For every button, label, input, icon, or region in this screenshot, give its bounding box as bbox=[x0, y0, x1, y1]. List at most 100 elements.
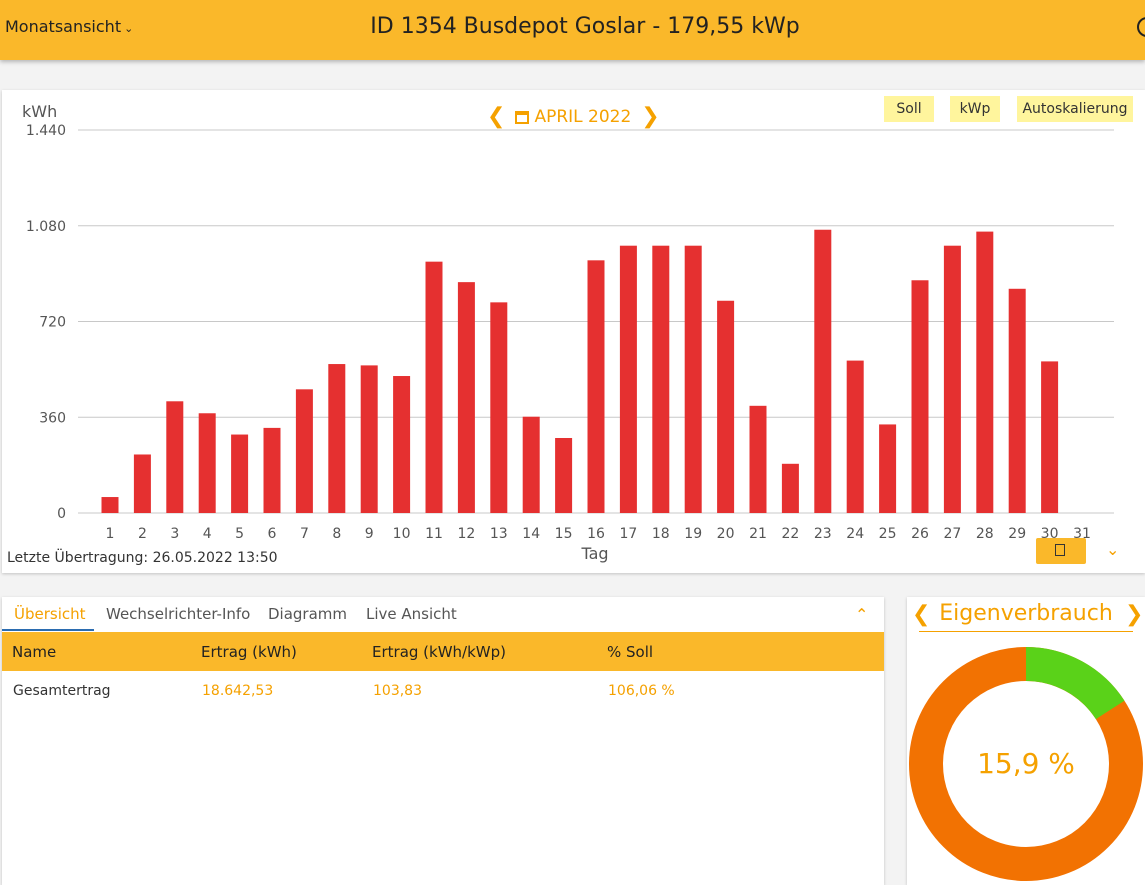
bar bbox=[393, 376, 411, 513]
bar bbox=[360, 365, 378, 513]
tab-wechselrichter-info[interactable]: Wechselrichter-Info bbox=[106, 605, 251, 623]
bar bbox=[457, 282, 475, 513]
column-header-ertrag[interactable]: Ertrag (kWh) bbox=[201, 643, 297, 661]
bar bbox=[749, 405, 767, 513]
eigenverbrauch-donut bbox=[909, 647, 1143, 881]
x-tick-label: 20 bbox=[717, 526, 735, 542]
bar bbox=[198, 413, 216, 513]
top-bar: Monatsansicht ⌄ ID 1354 Busdepot Goslar -… bbox=[0, 0, 1145, 60]
x-tick-label: 16 bbox=[587, 526, 605, 542]
x-tick-label: 6 bbox=[268, 526, 277, 542]
view-select-dropdown[interactable]: Monatsansicht ⌄ bbox=[5, 17, 133, 36]
bar bbox=[101, 497, 119, 513]
chevron-down-icon: ⌄ bbox=[124, 22, 134, 35]
y-tick-label: 0 bbox=[57, 506, 66, 522]
x-tick-label: 18 bbox=[652, 526, 670, 542]
bar bbox=[263, 427, 281, 513]
x-tick-label: 10 bbox=[393, 526, 411, 542]
bar bbox=[231, 434, 249, 513]
column-header-name[interactable]: Name bbox=[12, 643, 57, 661]
column-header-soll[interactable]: % Soll bbox=[607, 643, 654, 661]
x-tick-label: 17 bbox=[619, 526, 637, 542]
chevron-down-icon[interactable]: ⌄ bbox=[1106, 540, 1120, 559]
bar bbox=[1041, 361, 1059, 513]
x-tick-label: 11 bbox=[425, 526, 443, 542]
bar bbox=[846, 360, 864, 513]
bar bbox=[814, 229, 832, 514]
last-upload-text: Letzte Übertragung: 26.05.2022 13:50 bbox=[7, 550, 278, 566]
x-tick-label: 23 bbox=[814, 526, 832, 542]
page-title: ID 1354 Busdepot Goslar - 179,55 kWp bbox=[370, 14, 800, 39]
bar bbox=[652, 245, 670, 513]
x-tick-label: 28 bbox=[976, 526, 994, 542]
y-tick-label: 1.080 bbox=[26, 219, 66, 235]
bar bbox=[133, 454, 151, 513]
eigenverbrauch-value: 15,9 % bbox=[977, 747, 1075, 780]
x-tick-label: 5 bbox=[235, 526, 244, 542]
pdf-icon bbox=[1055, 544, 1065, 556]
overview-card: Übersicht Wechselrichter-Info Diagramm L… bbox=[2, 597, 884, 885]
bar bbox=[943, 245, 961, 513]
cell-soll: 106,06 % bbox=[608, 683, 675, 699]
next-widget-button[interactable]: ❯ bbox=[1125, 602, 1144, 627]
x-axis-label: Tag bbox=[580, 544, 608, 563]
title-underline bbox=[919, 631, 1133, 632]
x-tick-label: 29 bbox=[1008, 526, 1026, 542]
tab-diagramm[interactable]: Diagramm bbox=[268, 605, 348, 623]
chart-card: 0 360 720 1.080 1.440 kWh Tag 1 2 3 4 5 6 7 8 9 10 11 12 13… bbox=[2, 90, 1145, 573]
x-tick-label: 24 bbox=[846, 526, 864, 542]
bar bbox=[684, 245, 702, 513]
x-tick-label: 4 bbox=[203, 526, 212, 542]
soll-button[interactable]: Soll bbox=[884, 96, 934, 122]
bar bbox=[717, 300, 735, 513]
y-axis-label: kWh bbox=[22, 102, 57, 121]
bar bbox=[911, 280, 929, 513]
x-tick-label: 14 bbox=[522, 526, 540, 542]
bar bbox=[1008, 288, 1026, 513]
tab-uebersicht[interactable]: Übersicht bbox=[14, 605, 86, 623]
prev-month-button[interactable]: ❮ bbox=[487, 104, 506, 129]
donut-self-segment bbox=[909, 647, 1143, 881]
bar bbox=[490, 302, 508, 513]
month-label[interactable]: APRIL 2022 bbox=[534, 106, 632, 127]
column-header-ertrag-kwp[interactable]: Ertrag (kWh/kWp) bbox=[372, 643, 506, 661]
pdf-export-button[interactable] bbox=[1036, 538, 1086, 564]
x-tick-label: 13 bbox=[490, 526, 508, 542]
view-select-label: Monatsansicht bbox=[5, 17, 122, 36]
x-tick-label: 2 bbox=[138, 526, 147, 542]
table-header: Name Ertrag (kWh) Ertrag (kWh/kWp) % Sol… bbox=[2, 632, 884, 671]
bar bbox=[976, 231, 994, 514]
cell-ertrag: 18.642,53 bbox=[202, 683, 274, 699]
cell-name: Gesamtertrag bbox=[13, 683, 111, 699]
bar bbox=[328, 364, 346, 513]
calendar-icon[interactable] bbox=[515, 111, 530, 124]
y-tick-label: 1.440 bbox=[26, 123, 66, 139]
x-tick-label: 1 bbox=[106, 526, 115, 542]
kwp-button[interactable]: kWp bbox=[950, 96, 1000, 122]
tab-live-ansicht[interactable]: Live Ansicht bbox=[366, 605, 457, 623]
bar bbox=[879, 424, 897, 513]
x-tick-label: 26 bbox=[911, 526, 929, 542]
bar bbox=[587, 260, 605, 513]
x-tick-label: 27 bbox=[943, 526, 961, 542]
y-tick-label: 360 bbox=[39, 410, 66, 426]
eigenverbrauch-card: ❮ Eigenverbrauch ❯ 15,9 % bbox=[907, 597, 1145, 885]
x-tick-label: 9 bbox=[365, 526, 374, 542]
x-tick-label: 15 bbox=[555, 526, 573, 542]
active-tab-indicator bbox=[2, 629, 94, 631]
eigenverbrauch-title: Eigenverbrauch bbox=[939, 601, 1113, 626]
next-month-button[interactable]: ❯ bbox=[641, 104, 660, 129]
x-tick-label: 19 bbox=[684, 526, 702, 542]
chevron-up-icon[interactable]: ⌃ bbox=[855, 605, 869, 624]
x-tick-label: 25 bbox=[879, 526, 897, 542]
bar bbox=[166, 401, 184, 513]
prev-widget-button[interactable]: ❮ bbox=[912, 602, 931, 627]
tab-bar: Übersicht Wechselrichter-Info Diagramm L… bbox=[2, 597, 884, 632]
x-tick-label: 7 bbox=[300, 526, 309, 542]
bar bbox=[522, 416, 540, 513]
x-tick-label: 21 bbox=[749, 526, 767, 542]
x-tick-label: 12 bbox=[457, 526, 475, 542]
x-tick-label: 3 bbox=[170, 526, 179, 542]
autoscale-button[interactable]: Autoskalierung bbox=[1017, 96, 1133, 122]
